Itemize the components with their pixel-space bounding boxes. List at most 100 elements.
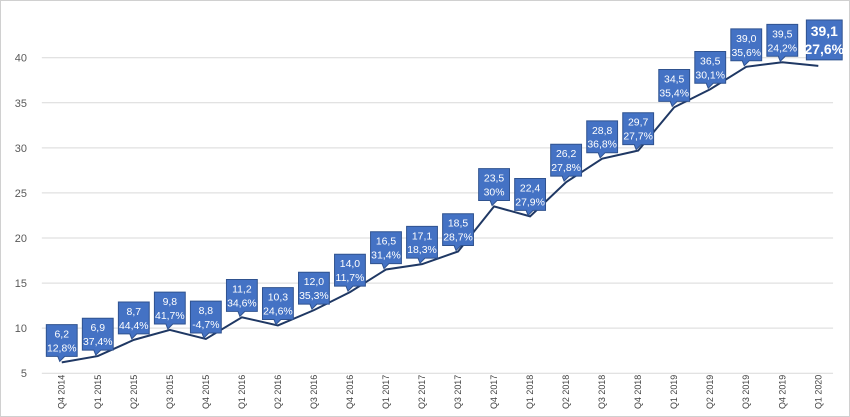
gridlines xyxy=(41,57,834,374)
x-axis-tick-labels: Q4 2014 Q1 2015 Q2 2015 Q3 2015 Q4 2015 Q1 20… xyxy=(57,375,824,409)
growth-label: 24,2% xyxy=(767,43,797,54)
value-label: 23,5 xyxy=(484,174,505,185)
y-tick-label: 40 xyxy=(15,53,27,65)
growth-label: 28,7% xyxy=(443,233,473,244)
data-label: 14,0 11,7% xyxy=(334,253,366,292)
data-label: 23,5 30% xyxy=(478,168,510,207)
x-tick-label: Q2 2017 xyxy=(417,375,427,409)
x-tick-label: Q1 2015 xyxy=(93,375,103,409)
x-tick-label: Q2 2015 xyxy=(129,375,139,409)
y-tick-label: 30 xyxy=(15,143,27,155)
y-tick-label: 15 xyxy=(15,278,27,290)
x-tick-label: Q2 2019 xyxy=(705,375,715,409)
data-label: 22,4 27,9% xyxy=(514,178,547,217)
y-tick-label: 35 xyxy=(15,98,27,110)
data-label-box xyxy=(334,253,366,292)
growth-label: 27,6% xyxy=(805,41,845,57)
data-label: 6,9 37,4% xyxy=(81,317,114,356)
data-label-box xyxy=(225,279,258,318)
value-label: 39,5 xyxy=(772,29,793,40)
growth-label: 24,6% xyxy=(263,306,293,317)
data-label-box xyxy=(261,287,294,326)
growth-label: 18,3% xyxy=(407,245,437,256)
x-tick-label: Q3 2017 xyxy=(453,375,463,409)
data-label: 39,5 24,2% xyxy=(766,23,799,63)
data-label: 11,2 34,6% xyxy=(225,279,258,318)
data-label: 9,8 41,7% xyxy=(153,291,186,330)
x-tick-label: Q3 2019 xyxy=(741,375,751,409)
value-label: 22,4 xyxy=(520,183,541,194)
growth-label: 11,7% xyxy=(336,273,365,284)
data-label-box xyxy=(622,112,655,151)
value-label: 6,9 xyxy=(91,323,106,334)
value-label: 14,0 xyxy=(340,259,361,270)
data-label-box xyxy=(370,231,402,270)
data-label-box xyxy=(694,50,727,90)
data-label-box xyxy=(189,300,222,339)
data-label: 10,3 24,6% xyxy=(261,287,294,326)
growth-label: 34,6% xyxy=(227,298,257,309)
data-label-box xyxy=(586,120,619,159)
data-labels: 6,2 12,8% 6,9 37,4% 8,7 44,4% 9,8 41,7% 8,8 -4,7%… xyxy=(45,19,845,363)
data-label: 29,7 27,7% xyxy=(622,112,655,151)
data-label-box xyxy=(514,178,547,217)
data-label-box xyxy=(298,271,330,311)
data-label-box xyxy=(45,324,78,363)
data-label: 16,5 31,4% xyxy=(370,231,402,270)
y-tick-label: 5 xyxy=(21,368,27,380)
data-label: 39,0 35,6% xyxy=(730,28,763,67)
data-label: 8,8 -4,7% xyxy=(189,300,222,339)
data-label: 39,1 27,6% xyxy=(805,19,845,61)
data-label: 6,2 12,8% xyxy=(45,324,78,363)
value-label: 39,0 xyxy=(736,34,757,45)
x-tick-label: Q1 2018 xyxy=(525,375,535,409)
x-tick-label: Q4 2019 xyxy=(777,375,787,409)
x-tick-label: Q3 2018 xyxy=(597,375,607,409)
growth-label: 35,3% xyxy=(299,291,329,302)
value-label: 16,5 xyxy=(376,237,397,248)
growth-label: 30,1% xyxy=(695,70,725,81)
data-label: 17,1 18,3% xyxy=(406,225,438,265)
growth-label: 27,9% xyxy=(515,197,545,208)
x-tick-label: Q4 2015 xyxy=(201,375,211,409)
data-label: 8,7 44,4% xyxy=(117,301,150,340)
value-label: 6,2 xyxy=(54,330,69,341)
growth-label: 41,7% xyxy=(155,311,185,322)
data-label-box xyxy=(81,317,114,356)
y-tick-label: 25 xyxy=(15,188,27,200)
growth-label: 35,6% xyxy=(731,48,761,59)
value-label: 39,1 xyxy=(811,23,838,39)
data-label-box xyxy=(406,225,438,265)
x-tick-label: Q4 2014 xyxy=(57,375,67,409)
value-label: 9,8 xyxy=(163,297,178,308)
x-tick-label: Q1 2019 xyxy=(669,375,679,409)
y-axis-tick-labels: 5 10 15 20 25 30 35 40 xyxy=(15,53,27,380)
x-tick-label: Q2 2016 xyxy=(273,375,283,409)
growth-label: -4,7% xyxy=(192,320,219,331)
data-label-box xyxy=(478,168,510,207)
x-tick-label: Q4 2018 xyxy=(633,375,643,409)
x-tick-label: Q3 2015 xyxy=(165,375,175,409)
x-tick-label: Q4 2017 xyxy=(489,375,499,409)
x-tick-label: Q1 2017 xyxy=(381,375,391,409)
growth-label: 27,8% xyxy=(551,163,581,174)
x-tick-label: Q3 2016 xyxy=(309,375,319,409)
value-label: 8,8 xyxy=(199,306,214,317)
x-tick-label: Q4 2016 xyxy=(345,375,355,409)
y-tick-label: 20 xyxy=(15,233,27,245)
growth-label: 12,8% xyxy=(47,343,77,354)
growth-label: 27,7% xyxy=(623,132,653,143)
x-tick-label: Q1 2016 xyxy=(237,375,247,409)
value-label: 26,2 xyxy=(556,149,577,160)
value-label: 28,8 xyxy=(592,126,613,137)
value-label: 36,5 xyxy=(700,56,721,67)
value-label: 18,5 xyxy=(448,219,469,230)
data-label-box xyxy=(805,19,843,61)
data-label-box xyxy=(730,28,763,67)
growth-label: 44,4% xyxy=(119,321,149,332)
growth-label: 35,4% xyxy=(659,88,689,99)
data-label-box xyxy=(766,23,799,63)
data-label-box xyxy=(442,213,474,252)
series-line xyxy=(61,61,819,364)
